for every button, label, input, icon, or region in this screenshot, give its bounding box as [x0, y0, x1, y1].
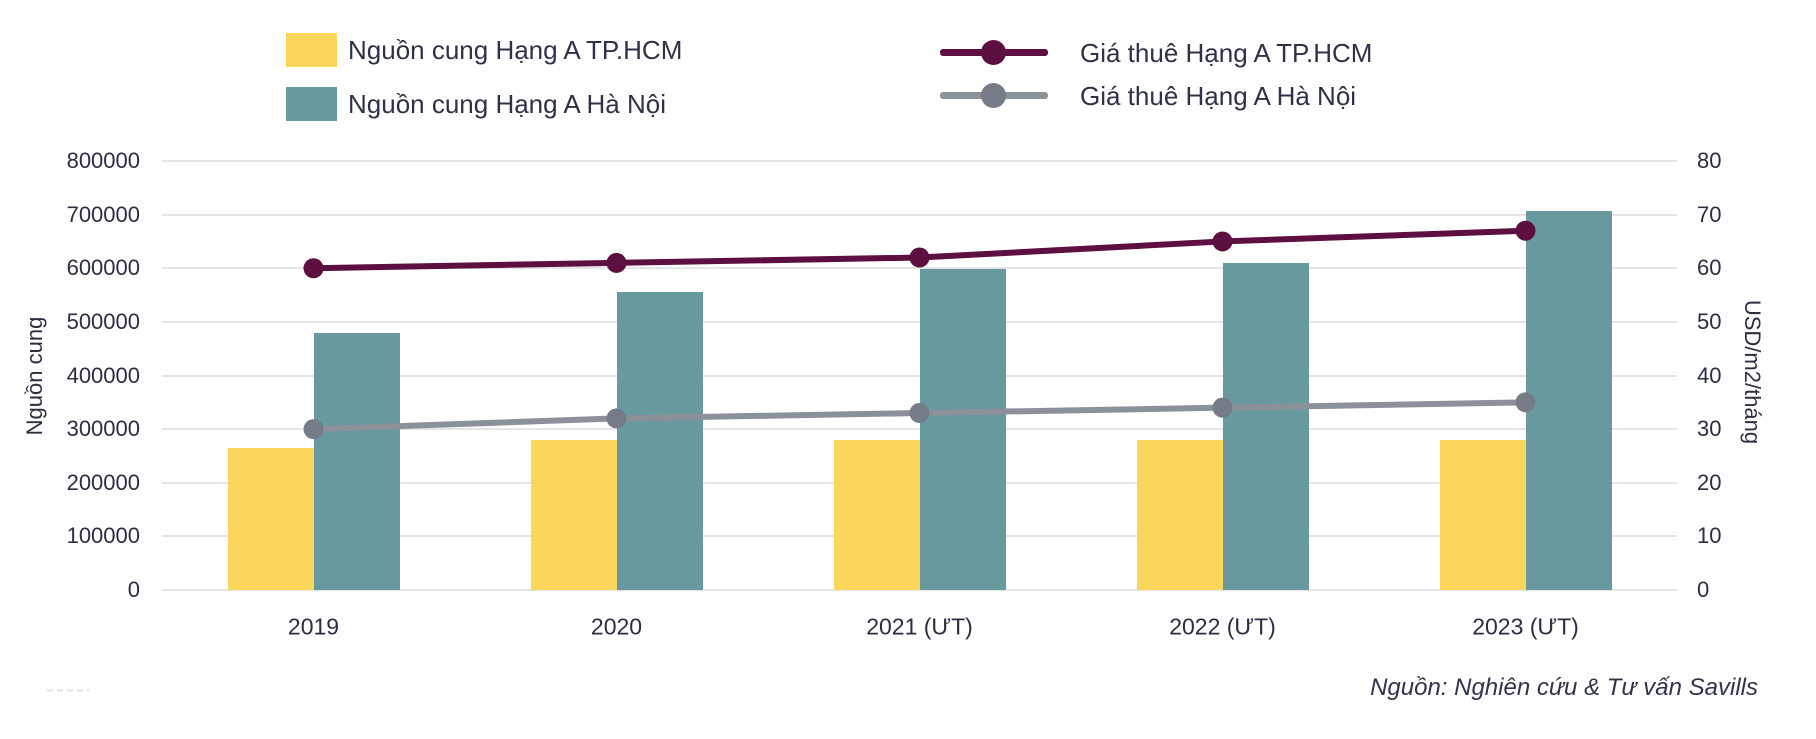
line-dot-swatch-icon [940, 79, 1048, 113]
bar-Nguồn cung Hạng A Hà Nội [313, 332, 400, 590]
legend-dot [981, 40, 1006, 65]
faint-dashes-artifact [47, 689, 89, 692]
right-tick-label: 10 [1697, 523, 1722, 549]
left-tick-label: 700000 [66, 201, 140, 227]
legend-item-supply-hanoi: Nguồn cung Hạng A Hà Nội [286, 87, 666, 121]
bar-Nguồn cung Hạng A Hà Nội [919, 269, 1006, 590]
right-tick-label: 80 [1697, 148, 1722, 173]
left-tick-label: 600000 [66, 255, 140, 281]
left-tick-label: 0 [127, 577, 140, 602]
legend-label-supply-hanoi: Nguồn cung Hạng A Hà Nội [348, 88, 666, 119]
bar-Nguồn cung Hạng A Hà Nội [1222, 262, 1309, 590]
line-Giá thuê Hạng A TP.HCM [313, 227, 1526, 272]
legend-dot [981, 83, 1006, 108]
left-tick-label: 200000 [66, 469, 140, 495]
gridline [162, 160, 1677, 162]
bar-Nguồn cung Hạng A TP.HCM [1136, 439, 1223, 590]
right-tick-label: 30 [1697, 416, 1722, 442]
x-tick-label: 2020 [590, 613, 643, 640]
legend-item-supply-hcm: Nguồn cung Hạng A TP.HCM [286, 33, 682, 67]
marker-Giá thuê Hạng A TP.HCM [909, 247, 930, 268]
right-tick-label: 60 [1697, 255, 1722, 281]
marker-Giá thuê Hạng A TP.HCM [1212, 231, 1233, 252]
right-tick-label: 20 [1697, 469, 1722, 495]
bar-Nguồn cung Hạng A Hà Nội [616, 292, 703, 590]
right-tick-label: 0 [1697, 577, 1710, 602]
left-tick-label: 400000 [66, 362, 140, 388]
x-tick-label: 2019 [287, 613, 340, 640]
x-tick-label: 2021 (ƯT) [866, 613, 973, 640]
source-note: Nguồn: Nghiên cứu & Tư vấn Savills [1370, 674, 1758, 701]
gridline [162, 213, 1677, 216]
x-tick-label: 2022 (ƯT) [1169, 613, 1276, 640]
bar-Nguồn cung Hạng A Hà Nội [1525, 210, 1612, 590]
right-tick-label: 70 [1697, 201, 1722, 227]
bar-Nguồn cung Hạng A TP.HCM [530, 439, 617, 590]
left-tick-label: 300000 [66, 416, 140, 442]
bar-Nguồn cung Hạng A TP.HCM [227, 447, 314, 590]
x-tick-label: 2023 (ƯT) [1472, 613, 1579, 640]
right-tick-label: 50 [1697, 308, 1722, 334]
square-swatch-icon [286, 87, 337, 121]
gridline [162, 589, 1677, 591]
legend-item-rent-hcm: Giá thuê Hạng A TP.HCM [940, 36, 1372, 70]
legend-label-rent-hanoi: Giá thuê Hạng A Hà Nội [1080, 80, 1357, 111]
marker-Giá thuê Hạng A TP.HCM [606, 252, 627, 273]
line-dot-swatch-icon [940, 36, 1048, 70]
right-axis-title: USD/m2/tháng [1740, 299, 1765, 445]
left-tick-label: 800000 [66, 148, 140, 173]
right-tick-label: 40 [1697, 362, 1722, 388]
legend-label-supply-hcm: Nguồn cung Hạng A TP.HCM [348, 34, 683, 65]
bar-Nguồn cung Hạng A TP.HCM [1439, 439, 1526, 590]
legend-label-rent-hcm: Giá thuê Hạng A TP.HCM [1080, 37, 1373, 68]
left-tick-label: 500000 [66, 308, 140, 334]
bar-Nguồn cung Hạng A TP.HCM [833, 439, 920, 590]
square-swatch-icon [286, 33, 337, 67]
legend-item-rent-hanoi: Giá thuê Hạng A Hà Nội [940, 79, 1356, 113]
left-tick-label: 100000 [66, 523, 140, 549]
